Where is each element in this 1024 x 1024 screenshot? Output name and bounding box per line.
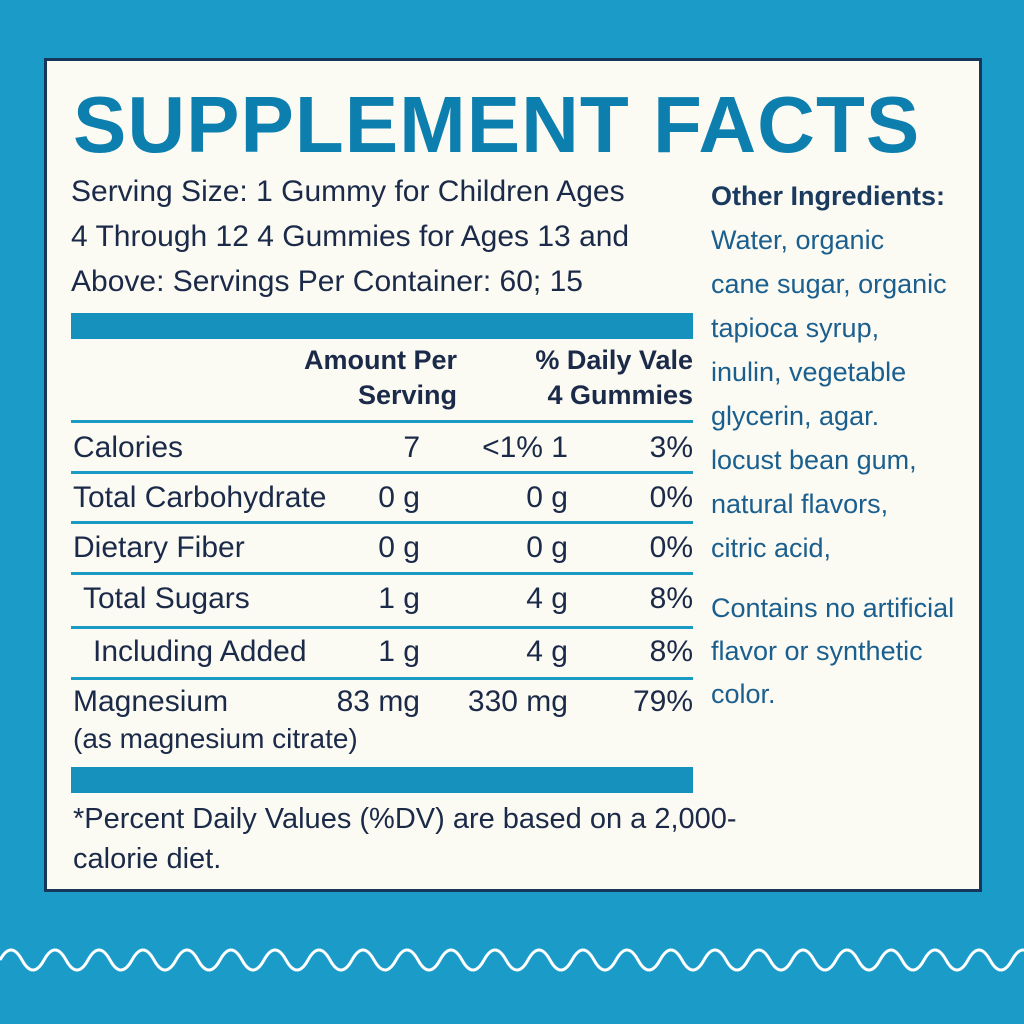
other-note: flavor or synthetic xyxy=(711,636,923,666)
serving-line: Serving Size: 1 Gummy for Children Ages xyxy=(71,175,625,208)
row-amount: 0 g xyxy=(378,531,420,564)
other-ingredient-line: Water, organic xyxy=(711,225,885,255)
other-ingredient-line: glycerin, agar. xyxy=(711,401,880,431)
other-ingredient-line: natural flavors, xyxy=(711,489,889,519)
row-name: Magnesium xyxy=(73,685,229,718)
other-note: Contains no artificial xyxy=(711,593,955,623)
row-sub: (as magnesium citrate) xyxy=(73,723,358,754)
footnote: calorie diet. xyxy=(73,843,222,875)
other-ingredient-line: citric acid, xyxy=(711,533,832,563)
wave xyxy=(0,948,1024,972)
row-name: Dietary Fiber xyxy=(73,531,245,564)
row-amount: 1 g xyxy=(378,582,420,615)
other-ingredient-line: inulin, vegetable xyxy=(711,357,907,387)
row-dv-2: 8% xyxy=(649,582,693,615)
label-panel: SUPPLEMENT FACTS Other Ingredients: Serv… xyxy=(44,58,982,892)
row-amount: 7 xyxy=(403,431,420,464)
row-dv-1: 0 g xyxy=(526,531,568,564)
row-rule xyxy=(71,572,693,575)
row-name: Total Sugars xyxy=(83,582,250,615)
dv-header: 4 Gummies xyxy=(547,380,693,410)
row-dv-2: 0% xyxy=(649,531,693,564)
row-name: Calories xyxy=(73,431,184,464)
row-dv-2: 3% xyxy=(649,431,693,464)
row-rule xyxy=(71,677,693,680)
other-note: color. xyxy=(711,679,776,709)
row-amount: 83 mg xyxy=(336,685,420,718)
other-ingredient-line: cane sugar, organic xyxy=(711,269,947,299)
row-dv-2: 79% xyxy=(632,685,693,718)
row-amount: 1 g xyxy=(378,635,420,668)
row-dv-2: 8% xyxy=(649,635,693,668)
divider-bar xyxy=(71,767,693,793)
other-ingredient-line: locust bean gum, xyxy=(711,445,917,475)
row-dv-2: 0% xyxy=(649,481,693,514)
row-rule xyxy=(71,420,693,423)
footnote: *Percent Daily Values (%DV) are based on… xyxy=(73,803,737,835)
divider-bar xyxy=(71,313,693,339)
serving-line: 4 Through 12 4 Gummies for Ages 13 and xyxy=(71,220,630,253)
row-amount: 0 g xyxy=(378,481,420,514)
row-rule xyxy=(71,471,693,474)
row-name: Including Added xyxy=(93,635,307,668)
serving-line: Above: Servings Per Container: 60; 15 xyxy=(71,265,583,298)
dv-header: % Daily Vale xyxy=(535,345,693,375)
row-rule xyxy=(71,626,693,629)
row-dv-1: 330 mg xyxy=(467,685,568,718)
amount-header: Serving xyxy=(357,380,457,410)
row-dv-1: <1% 1 xyxy=(482,431,568,464)
row-name: Total Carbohydrate xyxy=(73,481,327,514)
row-dv-1: 4 g xyxy=(526,582,568,615)
amount-header: Amount Per xyxy=(303,345,457,375)
row-dv-1: 4 g xyxy=(526,635,568,668)
title: SUPPLEMENT FACTS xyxy=(73,80,921,169)
other-title: Other Ingredients: xyxy=(711,181,946,211)
other-ingredient-line: tapioca syrup, xyxy=(711,313,880,343)
row-rule xyxy=(71,521,693,524)
row-dv-1: 0 g xyxy=(526,481,568,514)
